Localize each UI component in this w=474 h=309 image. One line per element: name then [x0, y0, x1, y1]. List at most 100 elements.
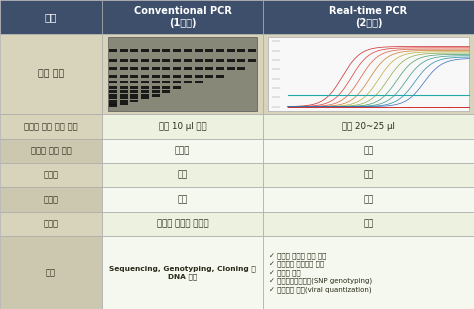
Bar: [141, 86, 149, 88]
Bar: [109, 86, 117, 88]
Bar: [227, 67, 235, 70]
Bar: [130, 81, 138, 83]
Bar: [130, 86, 138, 88]
Bar: [205, 67, 213, 70]
Bar: [173, 49, 181, 52]
Bar: [173, 81, 181, 83]
Bar: [268, 37, 469, 111]
Bar: [130, 90, 138, 93]
Bar: [130, 97, 138, 99]
Bar: [0, 114, 102, 138]
Bar: [109, 81, 117, 83]
Text: 낮음: 낮음: [177, 171, 188, 180]
Text: 검출 예시: 검출 예시: [38, 70, 64, 78]
Bar: [109, 97, 117, 99]
Bar: [119, 67, 128, 70]
Bar: [227, 59, 235, 62]
Bar: [109, 67, 117, 70]
Bar: [130, 75, 138, 78]
Text: 자동화: 자동화: [44, 219, 58, 228]
Bar: [141, 90, 149, 93]
Bar: [109, 75, 117, 78]
Bar: [130, 67, 138, 70]
Bar: [152, 75, 160, 78]
Bar: [119, 97, 128, 99]
Bar: [119, 90, 128, 93]
Bar: [237, 59, 246, 62]
Text: 최소 10 μl 이상: 최소 10 μl 이상: [159, 122, 206, 131]
Bar: [0, 163, 102, 187]
Bar: [237, 49, 246, 52]
Text: Sequencing, Genotyping, Cloning 및
DNA 증폭: Sequencing, Genotyping, Cloning 및 DNA 증폭: [109, 265, 256, 280]
Bar: [109, 104, 117, 107]
Bar: [109, 90, 117, 93]
Bar: [119, 102, 128, 105]
Bar: [263, 0, 474, 34]
Bar: [102, 114, 263, 138]
Bar: [102, 236, 263, 309]
Bar: [102, 0, 263, 34]
Bar: [102, 187, 263, 212]
Bar: [119, 75, 128, 78]
Bar: [0, 212, 102, 236]
Text: 응용: 응용: [46, 268, 56, 277]
Bar: [184, 81, 192, 83]
Bar: [263, 114, 474, 138]
Bar: [130, 49, 138, 52]
Bar: [263, 163, 474, 187]
Text: 높음: 높음: [364, 195, 374, 204]
Bar: [109, 99, 117, 102]
Bar: [184, 75, 192, 78]
Bar: [263, 187, 474, 212]
Text: 평균 20~25 μl: 평균 20~25 μl: [342, 122, 395, 131]
Bar: [194, 59, 202, 62]
Bar: [194, 75, 202, 78]
Bar: [173, 67, 181, 70]
Bar: [141, 59, 149, 62]
Bar: [227, 49, 235, 52]
Bar: [108, 37, 257, 111]
Bar: [0, 34, 102, 114]
Bar: [119, 86, 128, 88]
Bar: [216, 67, 224, 70]
Bar: [102, 138, 263, 163]
Bar: [152, 59, 160, 62]
Bar: [119, 94, 128, 97]
Bar: [152, 94, 160, 97]
Bar: [130, 59, 138, 62]
Bar: [248, 49, 256, 52]
Bar: [141, 67, 149, 70]
Bar: [141, 81, 149, 83]
Bar: [141, 75, 149, 78]
Bar: [263, 212, 474, 236]
Bar: [184, 49, 192, 52]
Bar: [263, 138, 474, 163]
Bar: [173, 59, 181, 62]
Bar: [152, 67, 160, 70]
Bar: [152, 49, 160, 52]
Bar: [194, 49, 202, 52]
Text: ✓ 유전자 발현의 정량 분석
✓ 마이크로 어레이의 검증
✓ 병원체 탐지
✓ 단일염기이상검사(SNP genotyping)
✓ 바이러스 정량(vir: ✓ 유전자 발현의 정량 분석 ✓ 마이크로 어레이의 검증 ✓ 병원체 탐지 …: [269, 252, 373, 293]
Bar: [205, 49, 213, 52]
Bar: [216, 49, 224, 52]
Bar: [152, 81, 160, 83]
Bar: [263, 34, 474, 114]
Text: 구분: 구분: [45, 12, 57, 22]
Bar: [184, 67, 192, 70]
Bar: [102, 34, 263, 114]
Bar: [163, 49, 171, 52]
Bar: [109, 102, 117, 105]
Text: 반응당 사용 시약 중량: 반응당 사용 시약 중량: [24, 122, 78, 131]
Bar: [0, 236, 102, 309]
Bar: [216, 75, 224, 78]
Bar: [163, 81, 171, 83]
Bar: [263, 236, 474, 309]
Bar: [248, 59, 256, 62]
Bar: [130, 94, 138, 97]
Bar: [163, 75, 171, 78]
Text: 가능: 가능: [364, 146, 374, 155]
Bar: [0, 0, 102, 34]
Bar: [130, 99, 138, 102]
Bar: [163, 90, 171, 93]
Text: 정확도: 정확도: [44, 171, 58, 180]
